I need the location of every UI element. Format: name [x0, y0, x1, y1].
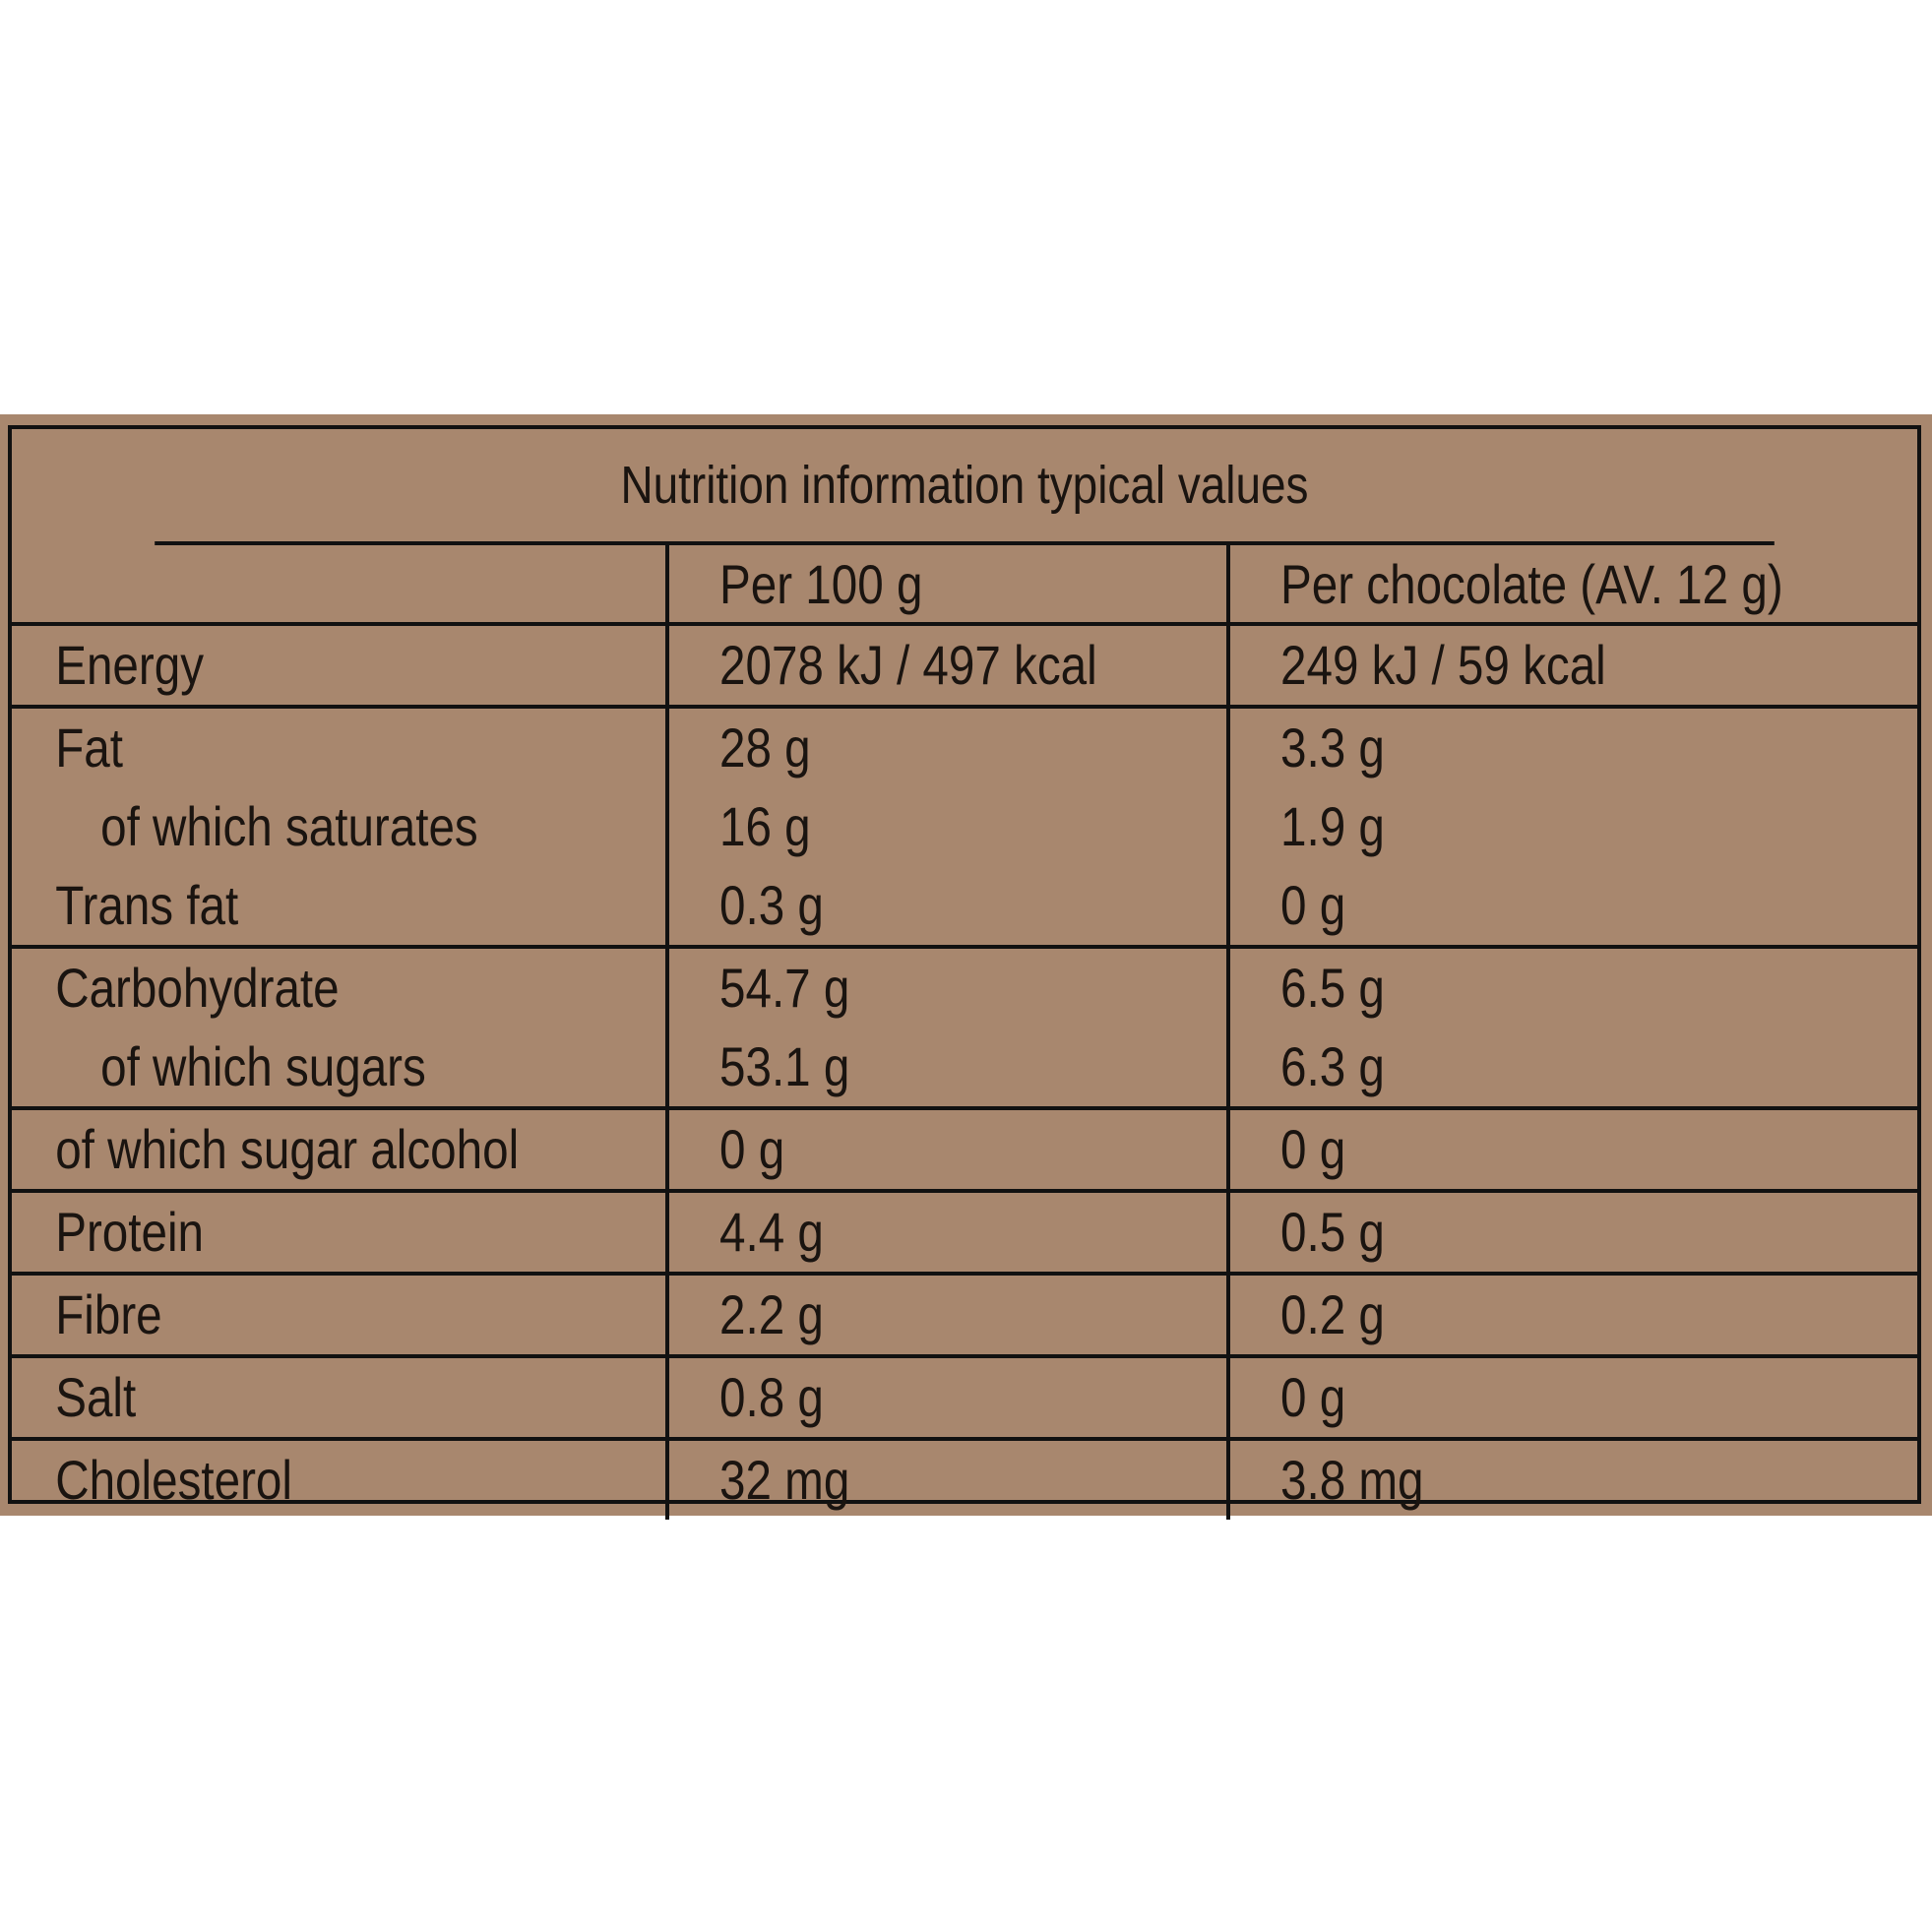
nutrient-value: 3.3 g — [1280, 717, 1385, 779]
nutrient-label: of which sugars — [100, 1035, 426, 1097]
value-cell: 2078 kJ / 497 kcal — [669, 626, 1230, 705]
value-cell: 28 g 16 g 0.3 g — [669, 709, 1230, 945]
nutrient-label: Salt — [55, 1366, 137, 1428]
value-cell: 0 g — [1230, 1358, 1917, 1437]
nutrition-table: Nutrition information typical values Per… — [8, 425, 1921, 1520]
nutrient-label: Cholesterol — [55, 1449, 292, 1511]
nutrient-value: 1.9 g — [1280, 795, 1385, 857]
column-header: Per 100 g — [719, 553, 923, 615]
nutrient-label: Fibre — [55, 1283, 162, 1345]
label-background — [0, 414, 1932, 1516]
table-row: Salt 0.8 g 0 g — [12, 1358, 1917, 1441]
table-row: Fibre 2.2 g 0.2 g — [12, 1276, 1917, 1358]
value-cell: 4.4 g — [669, 1193, 1230, 1272]
nutrient-label: Trans fat — [55, 874, 239, 936]
label-cell: Salt — [12, 1358, 669, 1437]
nutrient-label: Carbohydrate — [55, 957, 340, 1019]
nutrient-value: 0.5 g — [1280, 1201, 1385, 1263]
nutrient-value: 0 g — [1280, 1118, 1346, 1180]
nutrient-label: of which sugar alcohol — [55, 1118, 520, 1180]
table-title: Nutrition information typical values — [155, 429, 1775, 545]
value-cell: 0 g — [669, 1110, 1230, 1189]
table-row: of which sugar alcohol 0 g 0 g — [12, 1110, 1917, 1193]
label-cell: Fibre — [12, 1276, 669, 1354]
nutrient-label: Fat — [55, 717, 123, 779]
nutrient-label: Energy — [55, 634, 205, 696]
table-row: Fat of which saturates Trans fat 28 g 16 g 0.… — [12, 709, 1917, 949]
nutrient-value: 28 g — [719, 717, 811, 779]
nutrient-value: 53.1 g — [719, 1035, 850, 1097]
nutrient-value: 0 g — [1280, 1366, 1346, 1428]
value-cell: 2.2 g — [669, 1276, 1230, 1354]
nutrient-value: 0 g — [719, 1118, 785, 1180]
nutrient-value: 54.7 g — [719, 957, 850, 1019]
header-cell — [12, 545, 669, 622]
nutrient-value: 4.4 g — [719, 1201, 824, 1263]
nutrient-value: 0 g — [1280, 874, 1346, 936]
value-cell: 54.7 g 53.1 g — [669, 949, 1230, 1106]
header-row: Per 100 g Per chocolate (AV. 12 g) — [12, 545, 1917, 626]
value-cell: 0.2 g — [1230, 1276, 1917, 1354]
label-cell: Energy — [12, 626, 669, 705]
value-cell: 249 kJ / 59 kcal — [1230, 626, 1917, 705]
nutrient-value: 2078 kJ / 497 kcal — [719, 634, 1097, 696]
nutrient-label: Protein — [55, 1201, 205, 1263]
label-cell: Cholesterol — [12, 1441, 669, 1520]
nutrient-value: 2.2 g — [719, 1283, 824, 1345]
nutrient-value: 16 g — [719, 795, 811, 857]
value-cell: 6.5 g 6.3 g — [1230, 949, 1917, 1106]
table-row: Energy 2078 kJ / 497 kcal 249 kJ / 59 kcal — [12, 626, 1917, 709]
column-header: Per chocolate (AV. 12 g) — [1280, 553, 1783, 615]
table-row: Protein 4.4 g 0.5 g — [12, 1193, 1917, 1276]
label-cell: Fat of which saturates Trans fat — [12, 709, 669, 945]
nutrient-value: 32 mg — [719, 1449, 850, 1511]
value-cell: 32 mg — [669, 1441, 1230, 1520]
table-row: Cholesterol 32 mg 3.8 mg — [12, 1441, 1917, 1520]
table-row: Carbohydrate of which sugars 54.7 g 53.1 g 6… — [12, 949, 1917, 1110]
nutrient-value: 0.3 g — [719, 874, 824, 936]
nutrient-value: 6.5 g — [1280, 957, 1385, 1019]
value-cell: 3.8 mg — [1230, 1441, 1917, 1520]
nutrient-value: 3.8 mg — [1280, 1449, 1424, 1511]
header-cell: Per chocolate (AV. 12 g) — [1230, 545, 1917, 622]
label-cell: Carbohydrate of which sugars — [12, 949, 669, 1106]
nutrient-value: 0.2 g — [1280, 1283, 1385, 1345]
nutrient-label: of which saturates — [100, 795, 478, 857]
value-cell: 0.8 g — [669, 1358, 1230, 1437]
nutrient-value: 249 kJ / 59 kcal — [1280, 634, 1606, 696]
value-cell: 0.5 g — [1230, 1193, 1917, 1272]
nutrient-value: 0.8 g — [719, 1366, 824, 1428]
value-cell: 0 g — [1230, 1110, 1917, 1189]
header-cell: Per 100 g — [669, 545, 1230, 622]
nutrient-value: 6.3 g — [1280, 1035, 1385, 1097]
label-cell: of which sugar alcohol — [12, 1110, 669, 1189]
label-cell: Protein — [12, 1193, 669, 1272]
value-cell: 3.3 g 1.9 g 0 g — [1230, 709, 1917, 945]
